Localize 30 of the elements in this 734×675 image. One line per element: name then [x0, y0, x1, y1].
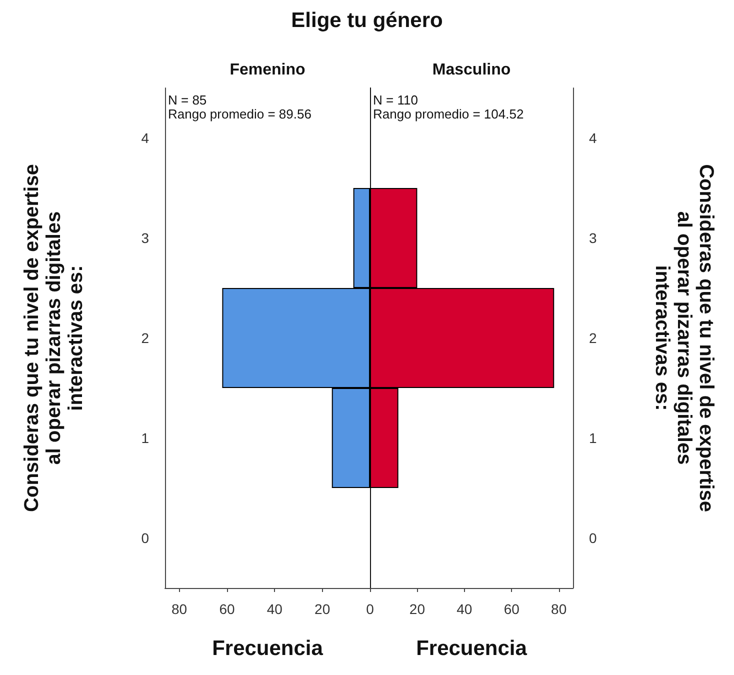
- x-tick-label: 20: [314, 601, 330, 617]
- x-tick-label: 60: [219, 601, 235, 617]
- y-tick-label: 3: [141, 230, 150, 246]
- chart-subtitle: Femenino: [230, 62, 306, 78]
- x-axis-title: Frecuencia: [416, 637, 528, 660]
- x-axis-title: Frecuencia: [212, 637, 324, 660]
- annotation: N = 110: [373, 92, 418, 108]
- y-tick-label: 2: [141, 330, 150, 346]
- x-tick-label: 0: [366, 601, 374, 617]
- y-tick-label: 2: [589, 330, 597, 346]
- y-tick-label: 0: [589, 530, 597, 546]
- annotation: Rango promedio = 104.52: [373, 106, 524, 122]
- x-tick-label: 40: [266, 601, 283, 617]
- y-tick-label: 4: [589, 130, 597, 146]
- y-tick-label: 0: [141, 530, 150, 546]
- annotation: Rango promedio = 89.56: [168, 106, 312, 122]
- y-tick-label: 4: [141, 130, 150, 146]
- x-tick-label: 60: [504, 601, 520, 617]
- y-axis-title: Consideras que tu nivel de expertise al operar pizarras digitales interactivas es:: [651, 164, 717, 512]
- chart-subtitle: Masculino: [432, 62, 511, 78]
- chart-title: Elige tu género: [291, 9, 443, 32]
- x-tick-label: 20: [409, 601, 426, 617]
- annotation: N = 85: [168, 92, 207, 108]
- x-tick-label: 40: [456, 601, 472, 617]
- y-tick-label: 1: [141, 430, 150, 446]
- x-tick-label: 80: [172, 601, 188, 617]
- x-tick-label: 80: [551, 601, 567, 617]
- y-tick-label: 3: [589, 230, 597, 246]
- y-axis-title: Consideras que tu nivel de expertise al operar pizarras digitales interactivas es:: [21, 164, 87, 512]
- y-tick-label: 1: [589, 430, 597, 446]
